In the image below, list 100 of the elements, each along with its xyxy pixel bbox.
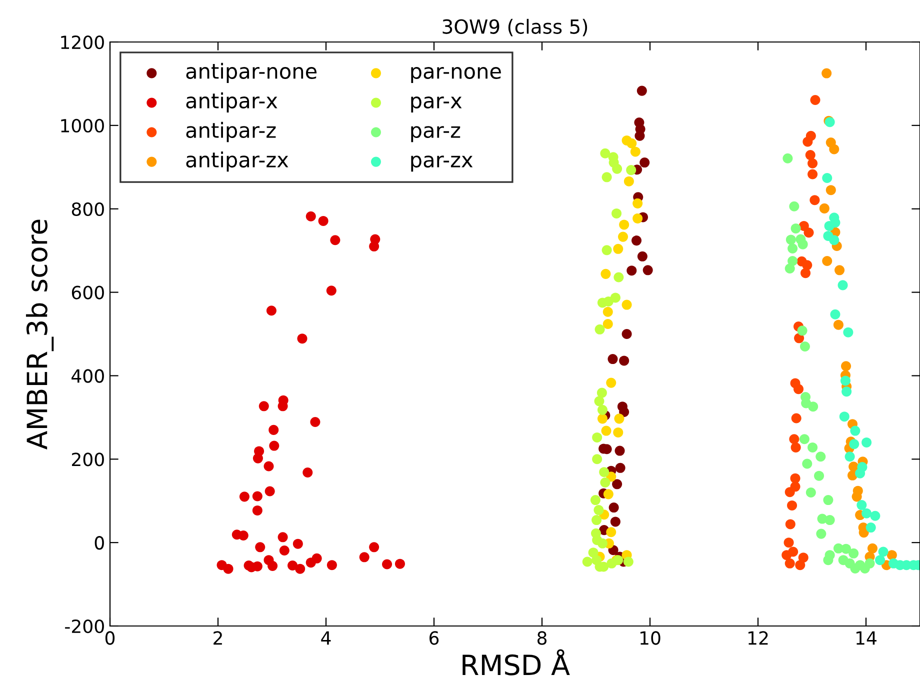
point (794, 333, 804, 344)
legend-label: antipar-x (186, 92, 278, 113)
point (626, 138, 637, 148)
x-tick-label: 14 (856, 631, 876, 645)
point (842, 386, 852, 397)
point (850, 563, 860, 574)
x-tick-label: 2 (214, 631, 222, 645)
point (618, 232, 628, 242)
point (268, 560, 278, 571)
point (608, 354, 618, 364)
point (866, 522, 876, 533)
point (791, 413, 802, 424)
point (849, 439, 860, 450)
point (612, 164, 622, 174)
point (824, 220, 834, 231)
point (278, 401, 288, 412)
point (797, 326, 808, 336)
x-tick-label: 0 (105, 631, 115, 645)
point (808, 442, 818, 452)
point (292, 538, 303, 549)
point (804, 228, 814, 238)
point (806, 488, 816, 498)
point (789, 434, 800, 444)
y-tick-label: 1200 (61, 35, 104, 50)
y-axis-title: AMBER_3b score (26, 220, 54, 450)
point (592, 454, 602, 464)
point (330, 235, 340, 246)
point (269, 440, 280, 451)
point (834, 265, 845, 276)
point (326, 560, 337, 570)
point (862, 508, 872, 518)
point (840, 376, 850, 386)
point (601, 426, 612, 436)
point (318, 216, 328, 226)
point (302, 467, 313, 478)
point (596, 388, 607, 398)
point (255, 542, 266, 552)
y-tick-label: -200 (65, 619, 104, 634)
point (600, 268, 611, 279)
point (594, 396, 604, 406)
point (592, 432, 602, 442)
point (258, 401, 269, 412)
point (632, 198, 643, 208)
point (623, 556, 634, 567)
point (875, 555, 886, 566)
point (252, 561, 262, 572)
point (590, 495, 600, 506)
point (800, 342, 810, 352)
point (787, 500, 798, 510)
point (606, 527, 616, 538)
x-tick-label: 6 (430, 631, 439, 645)
point (784, 538, 794, 548)
point (252, 505, 262, 516)
point (833, 320, 844, 330)
point (852, 492, 862, 502)
point (784, 487, 795, 498)
x-tick-label: 8 (537, 631, 547, 645)
point (382, 559, 392, 570)
point (603, 489, 614, 500)
legend-label: par-zx (411, 156, 473, 172)
point (619, 356, 630, 366)
point (626, 165, 636, 176)
point (606, 378, 616, 388)
point (622, 328, 632, 340)
point (810, 94, 820, 105)
point (856, 500, 867, 510)
point (279, 545, 290, 556)
point (619, 220, 630, 230)
point (800, 268, 811, 278)
point (239, 492, 250, 502)
point (798, 239, 808, 250)
point (862, 437, 872, 448)
point (614, 272, 624, 282)
point (594, 505, 604, 516)
point (808, 402, 818, 412)
point (264, 461, 274, 472)
x-tick-label: 10 (640, 631, 660, 645)
point (278, 532, 288, 542)
point (602, 306, 613, 317)
point (823, 555, 834, 566)
legend-label: par-z (411, 126, 460, 142)
point (310, 417, 320, 428)
point (824, 515, 835, 526)
point (878, 546, 888, 557)
point (599, 467, 610, 478)
point (597, 404, 608, 415)
point (795, 560, 806, 570)
point (610, 516, 620, 527)
point (822, 256, 832, 266)
x-tick-label: 12 (748, 631, 768, 645)
y-tick-label: 600 (72, 286, 104, 300)
point (799, 434, 810, 444)
point (630, 146, 640, 157)
point (808, 158, 818, 168)
point (600, 477, 610, 488)
point (816, 528, 826, 539)
point (640, 158, 650, 168)
point (848, 548, 859, 558)
point (252, 491, 262, 502)
point (582, 556, 592, 567)
